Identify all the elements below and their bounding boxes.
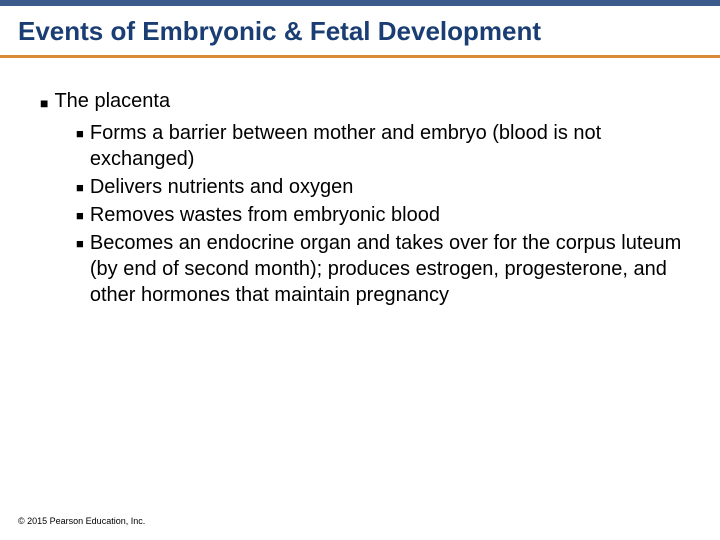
- bullet-level2: ■ Becomes an endocrine organ and takes o…: [76, 230, 690, 308]
- level2-text: Becomes an endocrine organ and takes ove…: [90, 230, 690, 308]
- square-bullet-icon: ■: [76, 236, 84, 308]
- level1-text: The placenta: [54, 88, 170, 114]
- bullet-level2: ■ Removes wastes from embryonic blood: [76, 202, 690, 228]
- bullet-level1: ■ The placenta: [40, 88, 690, 114]
- square-bullet-icon: ■: [76, 126, 84, 172]
- bullet-level2: ■ Delivers nutrients and oxygen: [76, 174, 690, 200]
- slide-title: Events of Embryonic & Fetal Development: [0, 6, 720, 51]
- level2-text: Delivers nutrients and oxygen: [90, 174, 690, 200]
- square-bullet-icon: ■: [76, 180, 84, 200]
- square-bullet-icon: ■: [76, 208, 84, 228]
- level2-text: Removes wastes from embryonic blood: [90, 202, 690, 228]
- level2-text: Forms a barrier between mother and embry…: [90, 120, 690, 172]
- slide-content: ■ The placenta ■ Forms a barrier between…: [0, 58, 720, 308]
- level2-list: ■ Forms a barrier between mother and emb…: [40, 120, 690, 308]
- copyright-text: © 2015 Pearson Education, Inc.: [18, 516, 145, 526]
- bullet-level2: ■ Forms a barrier between mother and emb…: [76, 120, 690, 172]
- square-bullet-icon: ■: [40, 94, 48, 114]
